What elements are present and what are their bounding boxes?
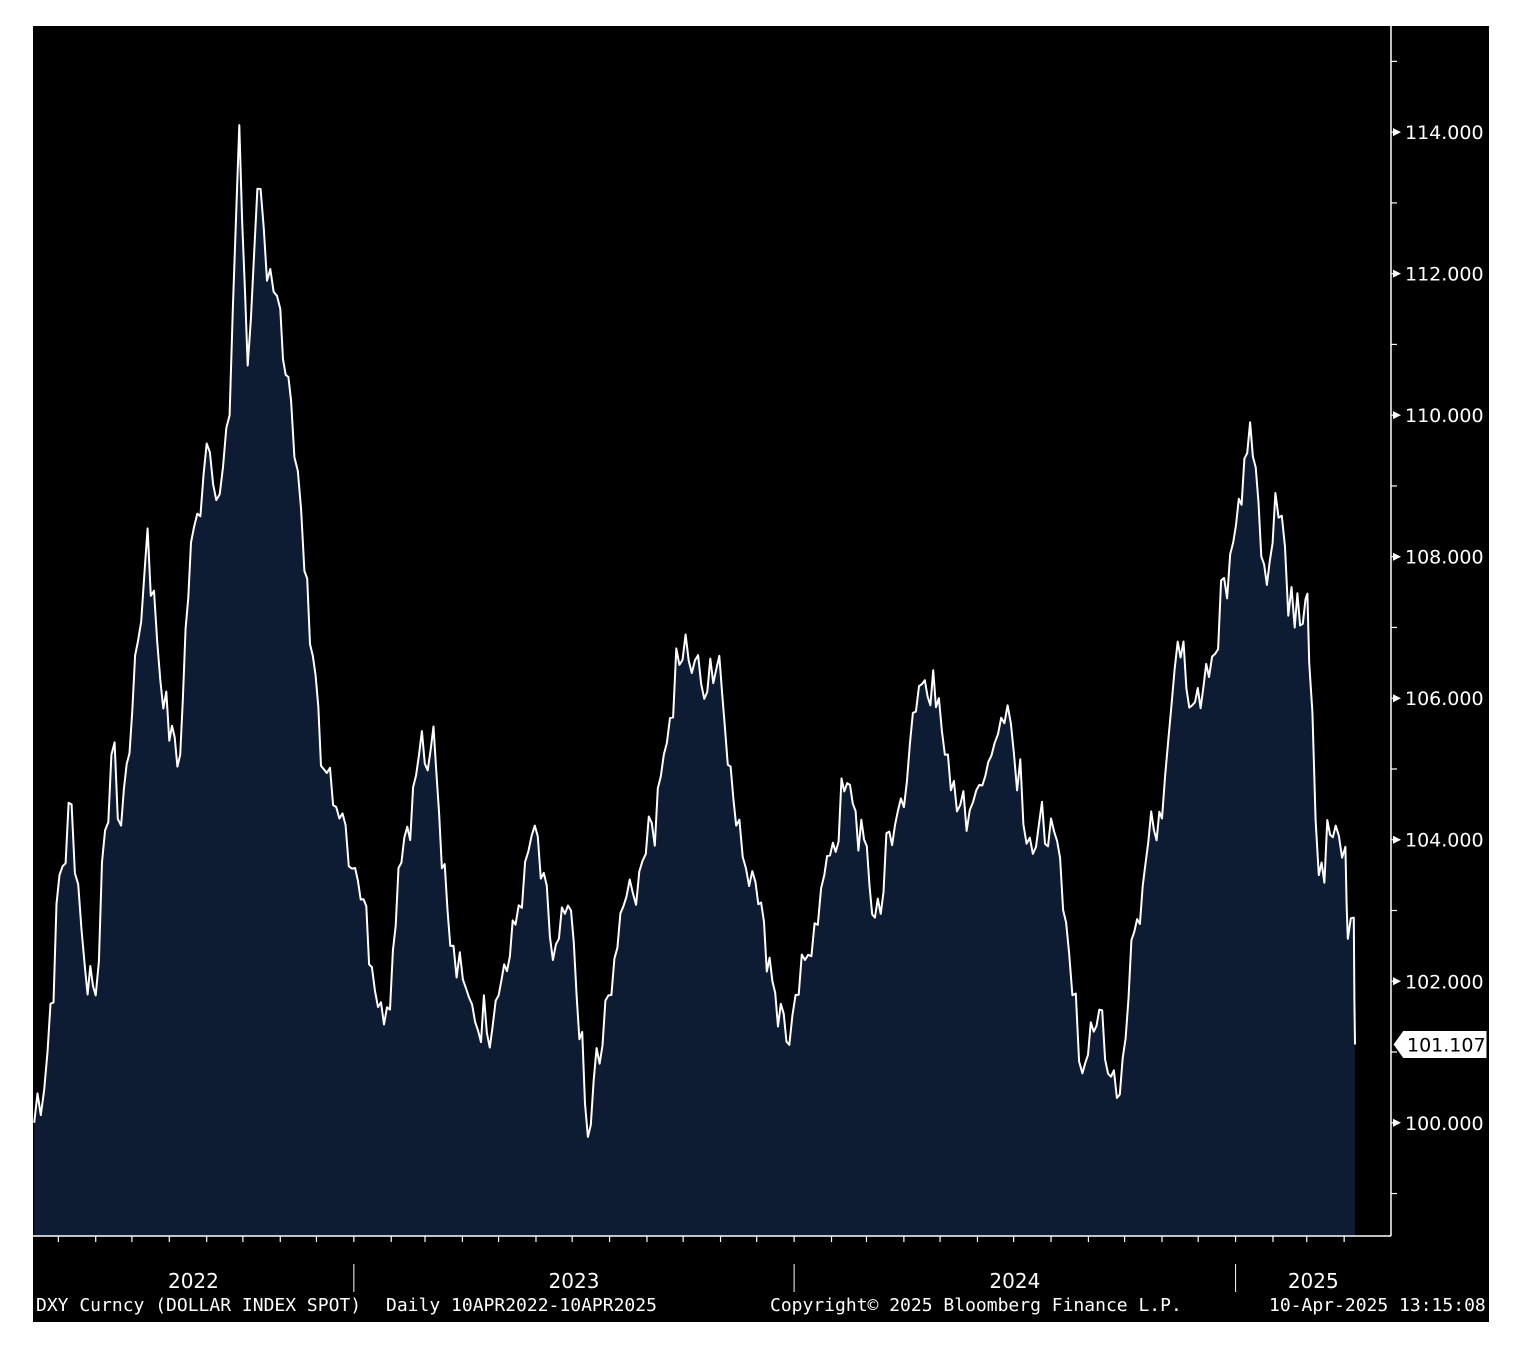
y-major-tick (1393, 694, 1401, 703)
y-tick-label: 112.000 (1405, 264, 1484, 286)
y-tick-label: 114.000 (1405, 122, 1484, 144)
y-major-tick (1393, 411, 1401, 420)
last-value-label: 101.107 (1407, 1034, 1486, 1056)
y-tick-label: 100.000 (1405, 1113, 1484, 1135)
y-major-tick (1393, 269, 1401, 278)
y-major-tick (1393, 835, 1401, 844)
footer-timestamp: 10-Apr-2025 13:15:08 (1269, 1295, 1486, 1316)
x-year-label: 2025 (1288, 1269, 1339, 1293)
chart-canvas: 114.000 112.000 110.000 108.000 106.000 104.0… (33, 26, 1488, 1293)
y-tick-label: 108.000 (1405, 547, 1484, 569)
y-major-tick (1393, 1118, 1401, 1127)
y-tick-label: 104.000 (1405, 830, 1484, 852)
y-major-tick (1393, 552, 1401, 561)
footer-security: DXY Curncy (DOLLAR INDEX SPOT) (36, 1295, 362, 1316)
series-line (33, 124, 1356, 1138)
x-year-label: 2022 (168, 1269, 219, 1293)
y-tick-label: 106.000 (1405, 688, 1484, 710)
y-major-tick (1393, 977, 1401, 986)
bloomberg-chart-panel: 114.000 112.000 110.000 108.000 106.000 104.0… (33, 26, 1489, 1322)
y-tick-label: 102.000 (1405, 971, 1484, 993)
x-year-label: 2024 (989, 1269, 1040, 1293)
y-tick-label: 110.000 (1405, 405, 1484, 427)
last-value-callout (1392, 1029, 1488, 1059)
x-year-label: 2023 (549, 1269, 600, 1293)
footer-copyright: Copyright© 2025 Bloomberg Finance L.P. (770, 1295, 1182, 1316)
y-major-tick (1393, 128, 1401, 137)
series-area (34, 125, 1356, 1237)
footer-range: Daily 10APR2022-10APR2025 (386, 1295, 657, 1316)
